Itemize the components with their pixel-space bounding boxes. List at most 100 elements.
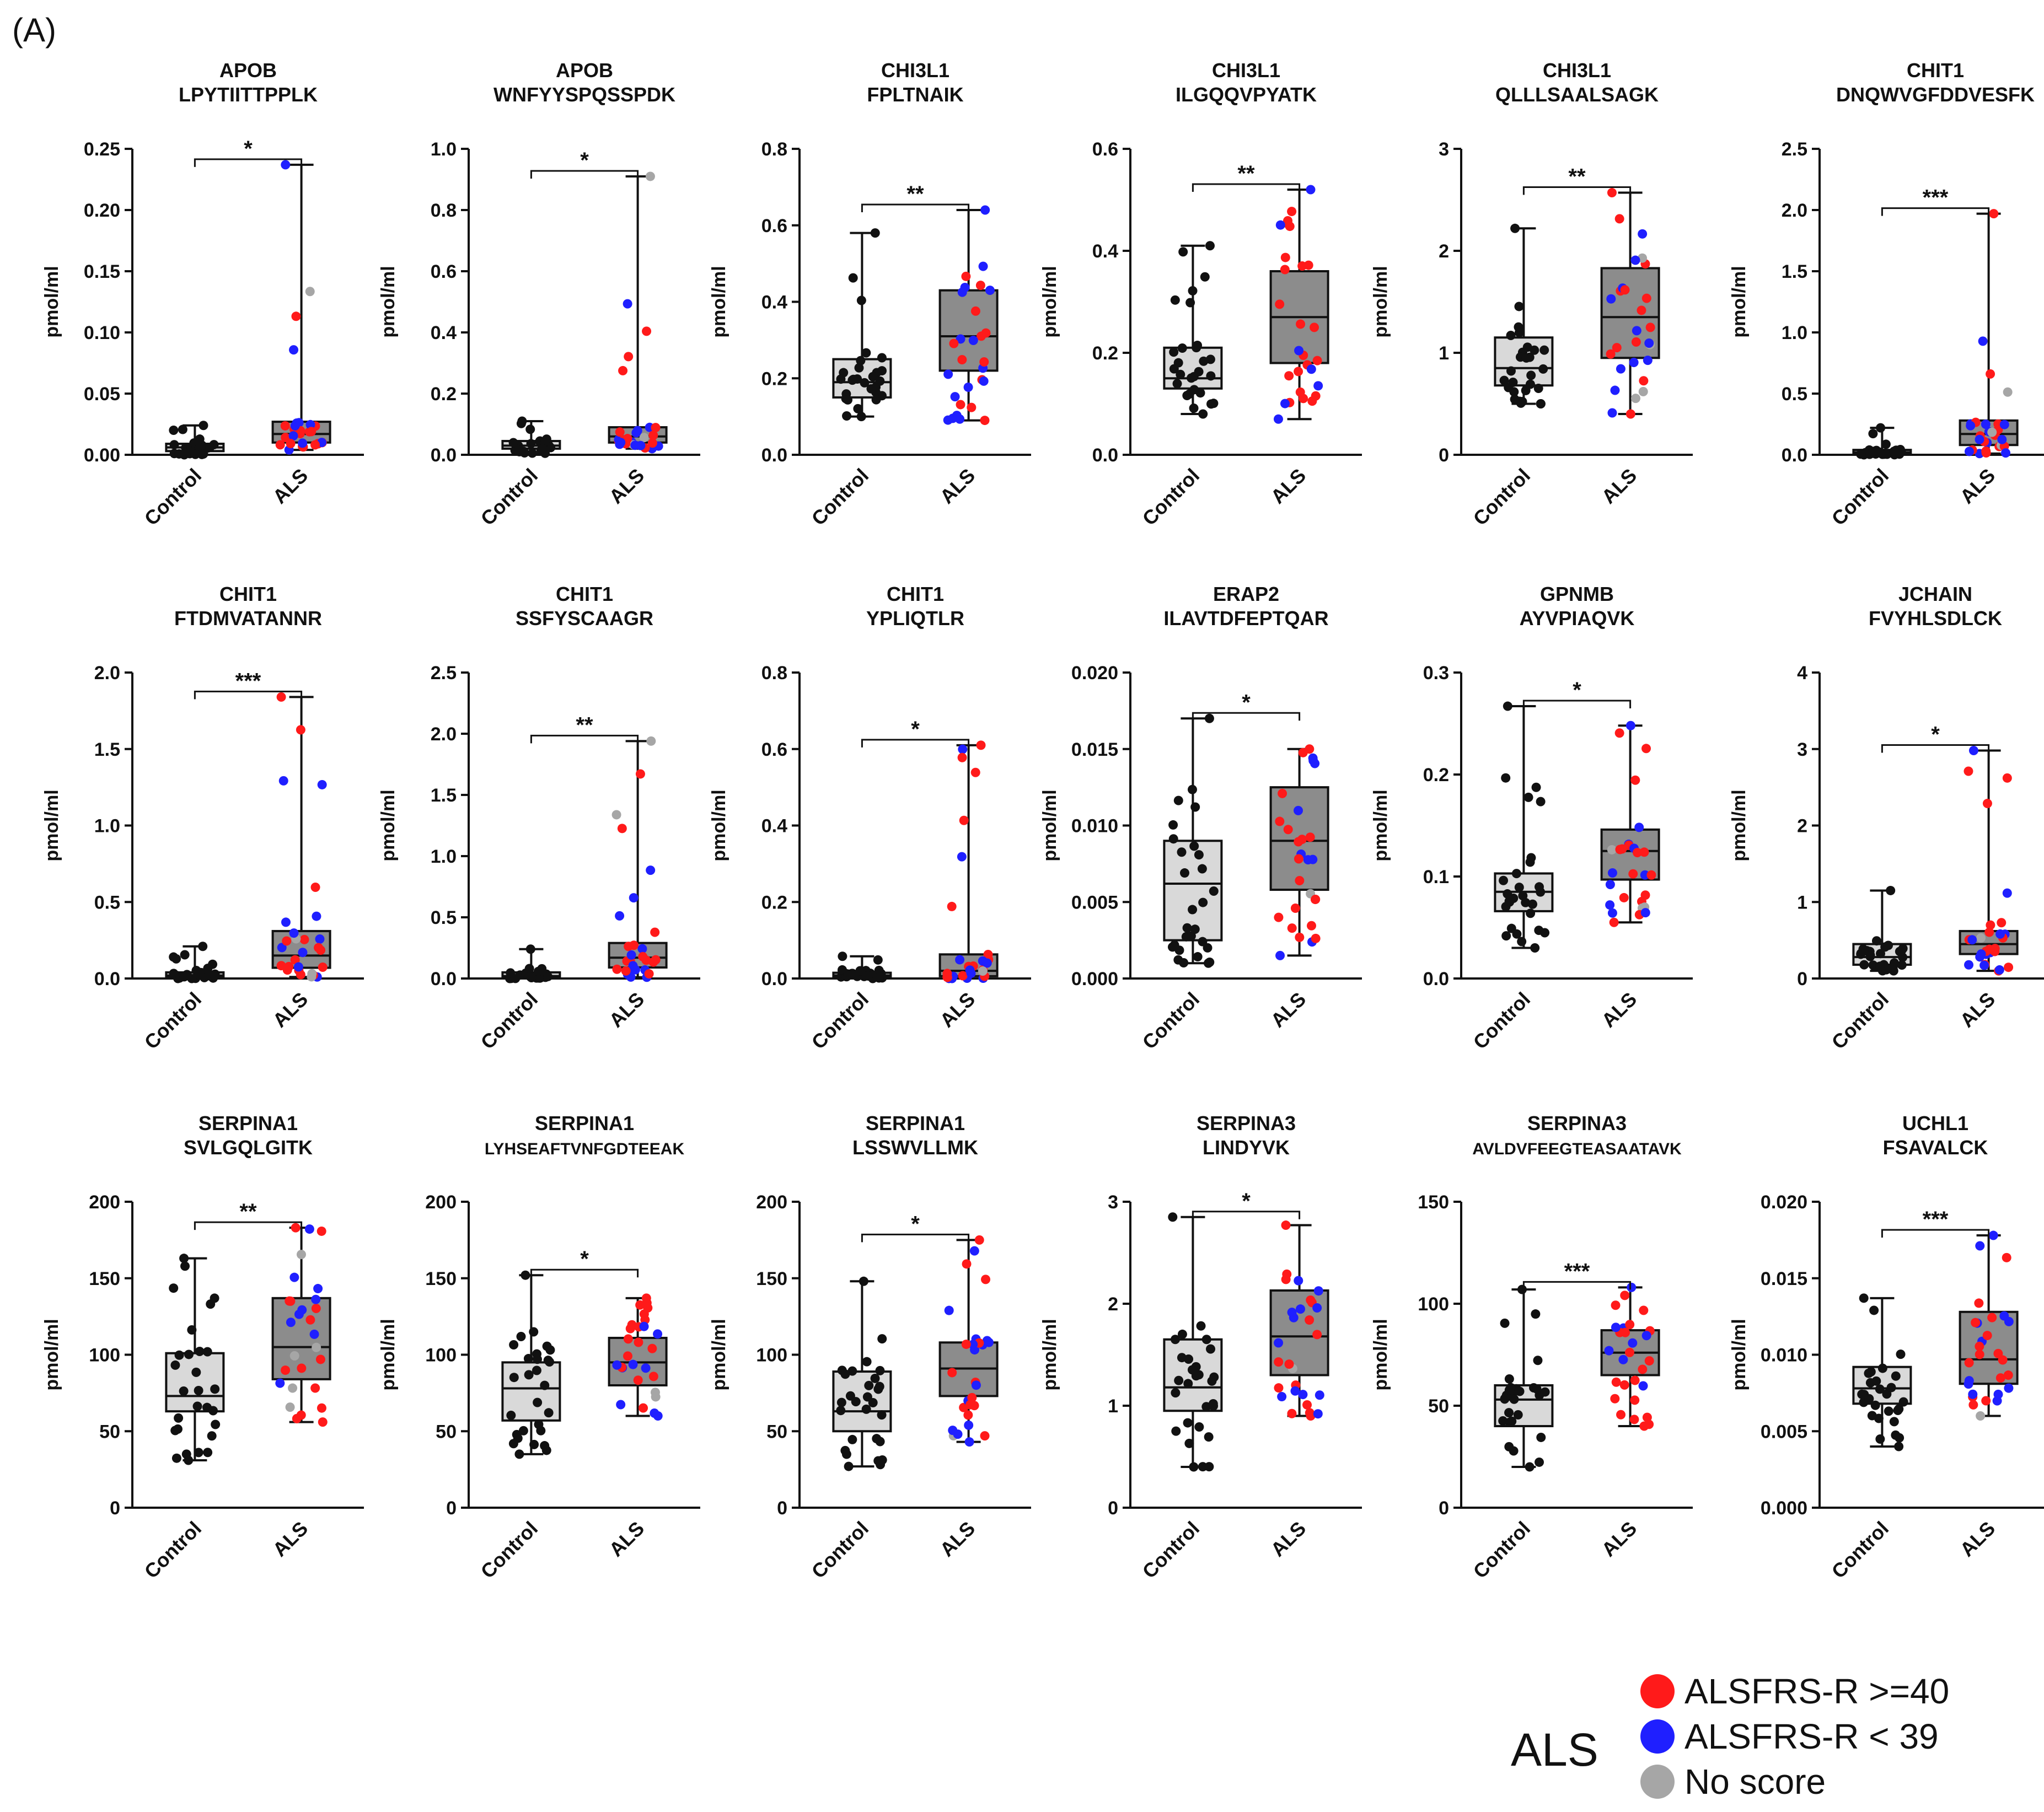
- data-point: [533, 966, 543, 976]
- y-tick-label: 0.2: [761, 368, 787, 389]
- data-point: [1189, 385, 1199, 395]
- y-tick-label: 0.6: [761, 216, 787, 236]
- data-point: [970, 306, 980, 316]
- data-point: [318, 1417, 328, 1427]
- data-point: [943, 369, 953, 379]
- data-point: [1526, 908, 1536, 918]
- data-point: [1987, 427, 1997, 437]
- data-point: [1521, 353, 1531, 363]
- y-tick-label: 1.0: [431, 139, 457, 160]
- data-point: [1174, 945, 1184, 955]
- data-point: [985, 286, 995, 295]
- data-point: [169, 440, 179, 450]
- y-tick-label: 100: [1418, 1294, 1449, 1315]
- data-point: [1625, 1347, 1635, 1357]
- data-point: [1200, 272, 1210, 282]
- chart-title-line: AVLDVFEEGTEASAATAVK: [1472, 1140, 1682, 1158]
- data-point: [1190, 802, 1200, 812]
- data-point: [298, 438, 308, 448]
- data-point: [964, 1420, 974, 1430]
- data-point: [963, 382, 973, 392]
- data-point: [1311, 391, 1321, 401]
- significance-label: ***: [1923, 1207, 1949, 1232]
- data-point: [947, 901, 957, 911]
- significance-label: **: [906, 182, 924, 206]
- x-tick-label: Control: [1138, 464, 1204, 530]
- data-point: [2003, 387, 2013, 397]
- data-point: [650, 1388, 660, 1397]
- data-point: [969, 1246, 979, 1256]
- data-point: [646, 736, 656, 746]
- data-point: [525, 944, 535, 954]
- data-point: [209, 970, 219, 980]
- data-point: [1294, 1276, 1303, 1286]
- data-point: [169, 1283, 179, 1293]
- data-point: [1294, 367, 1303, 377]
- data-point: [1295, 876, 1305, 886]
- significance-bracket: [1881, 1229, 1990, 1238]
- data-point: [1501, 931, 1511, 941]
- data-point: [1535, 1457, 1544, 1467]
- data-point: [1629, 1415, 1639, 1424]
- y-axis-label: pmol/ml: [41, 789, 62, 861]
- chart-title-line: SERPINA1: [535, 1112, 634, 1134]
- data-point: [1287, 1408, 1297, 1418]
- data-point: [1513, 1410, 1523, 1420]
- data-point: [1976, 949, 1986, 959]
- data-point: [312, 1342, 321, 1352]
- data-point: [316, 1403, 326, 1413]
- data-point: [178, 424, 187, 434]
- significance-bracket: [1192, 712, 1301, 721]
- data-point: [1507, 1416, 1517, 1426]
- data-point: [1891, 1371, 1901, 1381]
- data-point: [538, 444, 548, 454]
- data-point: [171, 954, 181, 964]
- data-point: [1177, 1329, 1187, 1339]
- data-point: [980, 205, 990, 215]
- data-point: [847, 1366, 857, 1376]
- data-point: [1525, 857, 1535, 867]
- chart-title-line: FVYHLSDLCK: [1869, 607, 2002, 630]
- data-point: [542, 1341, 552, 1351]
- y-tick-label: 0.010: [1761, 1345, 1807, 1366]
- chart-title-line: SERPINA3: [1197, 1112, 1296, 1134]
- data-point: [540, 437, 550, 447]
- data-point: [2004, 1383, 2014, 1393]
- y-tick-label: 0.5: [1782, 384, 1807, 405]
- chart-title-line: WNFYYSPQSSPDK: [493, 83, 675, 106]
- data-point: [1179, 868, 1189, 878]
- data-point: [1506, 366, 1516, 376]
- data-point: [953, 1429, 963, 1439]
- y-tick-label: 0.25: [84, 139, 120, 160]
- data-point: [635, 769, 645, 779]
- data-point: [1974, 1298, 1984, 1308]
- data-point: [282, 936, 292, 946]
- data-point: [849, 374, 859, 384]
- data-point: [1532, 1384, 1542, 1394]
- y-axis-label: pmol/ml: [709, 1319, 729, 1390]
- data-point: [1183, 1418, 1193, 1428]
- data-point: [184, 1349, 194, 1359]
- data-point: [1275, 220, 1285, 230]
- data-point: [1287, 923, 1297, 933]
- data-point: [1866, 1367, 1876, 1377]
- data-point: [1859, 946, 1869, 956]
- data-point: [181, 448, 191, 458]
- data-point: [642, 1298, 652, 1308]
- data-point: [1539, 345, 1549, 355]
- data-point: [965, 965, 975, 975]
- data-point: [637, 944, 647, 954]
- data-point: [1280, 265, 1290, 275]
- significance-label: *: [1242, 690, 1251, 714]
- y-tick-label: 200: [756, 1192, 787, 1213]
- data-point: [623, 299, 632, 309]
- data-point: [291, 1223, 301, 1233]
- plots-canvas: APOBLPYTIITTPPLK0.000.050.100.150.200.25…: [41, 59, 2044, 1583]
- y-tick-label: 0.6: [761, 739, 787, 760]
- data-point: [199, 421, 208, 431]
- data-point: [1206, 1344, 1216, 1354]
- data-point: [532, 1354, 542, 1364]
- data-point: [1975, 1341, 1984, 1351]
- data-point: [2004, 1316, 2014, 1326]
